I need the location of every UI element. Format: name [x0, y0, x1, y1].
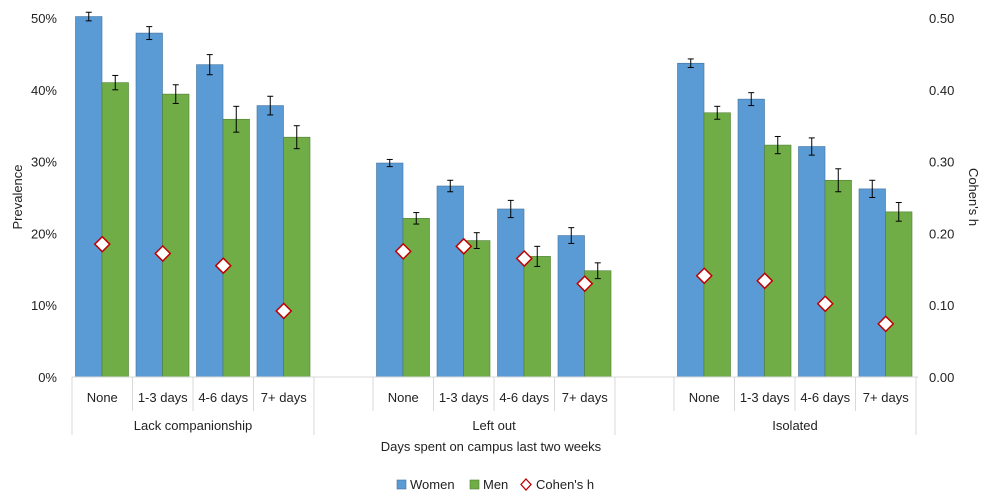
- bar-women: [858, 188, 886, 378]
- category-label: 7+ days: [562, 390, 608, 405]
- axes-layer: 0% 10% 20% 30% 40% 50% 0.00 0.10 0.20 0.30 0.40 0.5…: [31, 11, 954, 435]
- bar-women: [376, 162, 404, 378]
- category-label: 4-6 days: [198, 390, 248, 405]
- category-label: None: [689, 390, 720, 405]
- x-axis-title: Days spent on campus last two weeks: [381, 439, 602, 454]
- y2-tick-label: 0.50: [929, 11, 954, 26]
- bar-women: [135, 32, 163, 378]
- labels-layer: None 1-3 days 4-6 days 7+ days Lack companio…: [87, 390, 909, 433]
- y-tick-label: 20%: [31, 226, 57, 241]
- cohens-h-marker: [576, 275, 594, 293]
- bar-men: [222, 118, 250, 378]
- y2-axis-title: Cohen's h: [966, 168, 981, 226]
- bar-men: [885, 211, 913, 378]
- legend-swatch-men: [469, 479, 480, 490]
- cohens-h-marker: [455, 237, 473, 255]
- cohens-h-marker: [154, 244, 172, 263]
- bar-women: [737, 98, 765, 378]
- legend: Women Men Cohen's h: [396, 477, 594, 492]
- category-label: 4-6 days: [499, 390, 549, 405]
- legend-label-cohens-h: Cohen's h: [536, 477, 594, 492]
- cohens-h-marker: [394, 242, 412, 260]
- bar-men: [283, 136, 311, 378]
- bar-men: [703, 112, 731, 378]
- category-label: None: [87, 390, 118, 405]
- legend-marker-cohens-h: [520, 478, 532, 491]
- bar-women: [677, 62, 705, 378]
- category-label: 1-3 days: [138, 390, 188, 405]
- cohens-h-marker: [695, 267, 713, 285]
- category-label: None: [388, 390, 419, 405]
- bar-women: [436, 185, 464, 378]
- y2-tick-label: 0.00: [929, 370, 954, 385]
- bar-women: [497, 208, 525, 378]
- y-tick-label: 10%: [31, 298, 57, 313]
- cohens-h-marker: [214, 257, 232, 275]
- cohens-h-marker: [275, 302, 293, 320]
- category-label: 7+ days: [261, 390, 307, 405]
- y2-tick-label: 0.30: [929, 155, 954, 170]
- bar-men: [402, 218, 430, 378]
- bar-men: [101, 82, 129, 378]
- cohens-h-marker: [756, 272, 774, 290]
- y-tick-label: 0%: [38, 370, 57, 385]
- cohens-h-marker: [515, 249, 533, 268]
- bar-men: [162, 93, 190, 378]
- legend-swatch-women: [396, 479, 407, 490]
- category-label: 7+ days: [863, 390, 909, 405]
- bars-layer: [75, 16, 913, 378]
- y-tick-label: 50%: [31, 11, 57, 26]
- bar-women: [557, 235, 585, 378]
- bar-women: [196, 64, 224, 378]
- y2-tick-label: 0.40: [929, 83, 954, 98]
- cohens-h-marker: [816, 295, 834, 313]
- category-label: 1-3 days: [439, 390, 489, 405]
- group-label: Lack companionship: [134, 418, 253, 433]
- legend-label-men: Men: [483, 477, 508, 492]
- bar-women: [798, 146, 826, 378]
- cohens-h-marker: [93, 235, 111, 253]
- bar-women: [256, 105, 284, 378]
- y-tick-label: 30%: [31, 155, 57, 170]
- group-label: Isolated: [772, 418, 818, 433]
- bar-men: [463, 240, 491, 378]
- markers-layer: [93, 235, 895, 333]
- y2-tick-label: 0.20: [929, 226, 954, 241]
- bar-men: [584, 270, 612, 378]
- bar-women: [75, 16, 103, 378]
- bar-men: [824, 179, 852, 378]
- category-label: 4-6 days: [800, 390, 850, 405]
- y2-tick-label: 0.10: [929, 298, 954, 313]
- bar-men: [523, 256, 551, 378]
- y-tick-label: 40%: [31, 83, 57, 98]
- y-axis-title: Prevalence: [10, 164, 25, 229]
- group-label: Left out: [472, 418, 516, 433]
- legend-label-women: Women: [410, 477, 455, 492]
- category-label: 1-3 days: [740, 390, 790, 405]
- error-bars-layer: [85, 11, 902, 280]
- bar-men: [764, 144, 792, 378]
- cohens-h-marker: [877, 315, 895, 333]
